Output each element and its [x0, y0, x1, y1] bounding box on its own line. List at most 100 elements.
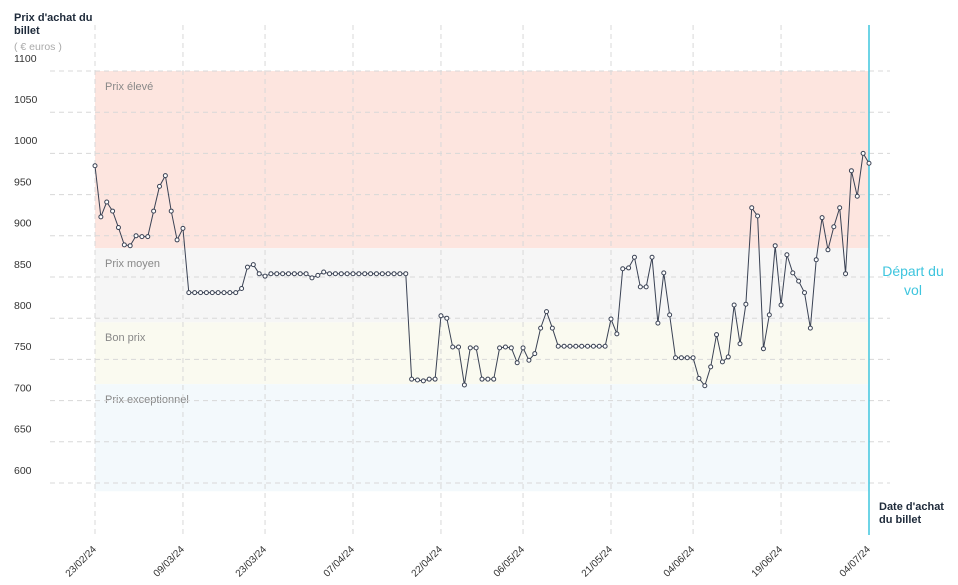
price-point: [168, 208, 174, 214]
band-label: Prix exceptionnel: [105, 394, 189, 406]
price-point: [157, 183, 162, 189]
price-point: [573, 343, 579, 349]
price-point: [807, 325, 813, 331]
departure-label: Départ du vol: [882, 263, 944, 298]
price-point: [368, 271, 374, 277]
price-point: [725, 354, 731, 360]
price-point: [426, 376, 432, 382]
price-point: [391, 271, 397, 277]
price-point: [848, 168, 854, 174]
price-point: [602, 343, 608, 349]
price-point: [760, 346, 766, 352]
price-point: [655, 320, 661, 326]
price-point: [297, 271, 303, 277]
price-band: [95, 322, 869, 385]
price-point: [673, 355, 678, 361]
price-point: [98, 214, 104, 220]
price-point: [438, 313, 444, 319]
x-tick-label: 06/05/24: [492, 544, 528, 580]
price-point: [502, 344, 508, 350]
price-point: [180, 225, 186, 231]
band-label: Bon prix: [105, 332, 146, 344]
y-tick-label: 600: [14, 465, 32, 477]
price-point: [567, 343, 573, 349]
price-point: [491, 376, 497, 382]
price-point: [837, 205, 843, 211]
y-tick-label: 700: [14, 382, 32, 394]
price-point: [825, 247, 831, 253]
price-point: [315, 272, 321, 278]
price-point: [280, 271, 286, 277]
price-point: [121, 242, 127, 248]
price-point: [151, 208, 157, 214]
price-point: [174, 237, 180, 243]
price-point: [802, 290, 807, 296]
price-point: [690, 355, 696, 361]
price-point: [731, 302, 737, 308]
price-point: [860, 150, 866, 156]
price-point: [362, 271, 368, 277]
price-point: [520, 345, 526, 351]
price-point: [133, 233, 139, 239]
price-point: [268, 271, 274, 277]
y-tick-label: 650: [14, 424, 32, 436]
price-point: [819, 215, 825, 221]
price-point: [708, 364, 714, 370]
price-point: [514, 360, 520, 366]
price-point: [532, 351, 538, 357]
price-point: [637, 284, 643, 290]
price-point: [479, 376, 485, 382]
x-axis-title: Date d'achat du billet: [879, 501, 944, 526]
price-band: [95, 71, 869, 249]
x-tick-label: 19/06/24: [750, 544, 786, 580]
price-band: [95, 384, 869, 492]
price-point: [344, 271, 350, 277]
y-tick-label: 850: [14, 259, 32, 271]
price-point: [843, 271, 849, 277]
price-point: [784, 252, 790, 258]
price-point: [444, 315, 450, 321]
price-point: [291, 271, 297, 277]
price-point: [497, 345, 503, 351]
x-tick-label: 09/03/24: [152, 544, 188, 580]
price-point: [327, 271, 333, 277]
price-point: [737, 341, 743, 347]
price-point: [667, 312, 673, 318]
price-point: [620, 266, 626, 272]
price-point: [549, 325, 555, 331]
price-point: [350, 271, 356, 277]
price-point: [420, 378, 426, 384]
price-point: [678, 355, 684, 361]
price-point: [233, 290, 239, 296]
price-point: [608, 316, 614, 322]
price-point: [379, 271, 385, 277]
price-point: [215, 290, 221, 296]
price-point: [866, 160, 872, 166]
price-point: [555, 343, 561, 349]
x-tick-label: 21/05/24: [580, 544, 616, 580]
price-point: [139, 234, 145, 240]
y-tick-label: 750: [14, 341, 32, 353]
price-point: [127, 243, 133, 249]
price-point: [397, 271, 403, 277]
price-point: [432, 376, 438, 382]
price-point: [309, 275, 315, 281]
price-point: [239, 286, 245, 292]
price-point: [110, 208, 116, 214]
price-point: [203, 290, 209, 296]
price-point: [778, 302, 784, 308]
price-point: [373, 271, 379, 277]
price-point: [813, 257, 819, 263]
price-point: [256, 271, 262, 277]
price-point: [790, 270, 796, 276]
y-tick-label: 950: [14, 176, 32, 188]
price-point: [450, 344, 456, 350]
price-point: [485, 376, 491, 382]
price-point: [403, 271, 409, 277]
y-tick-label: 900: [14, 218, 32, 230]
price-point: [92, 163, 98, 169]
price-point: [626, 265, 632, 271]
x-tick-label: 22/04/24: [410, 544, 446, 580]
y-axis-title: Prix d'achat du billet: [14, 12, 93, 37]
